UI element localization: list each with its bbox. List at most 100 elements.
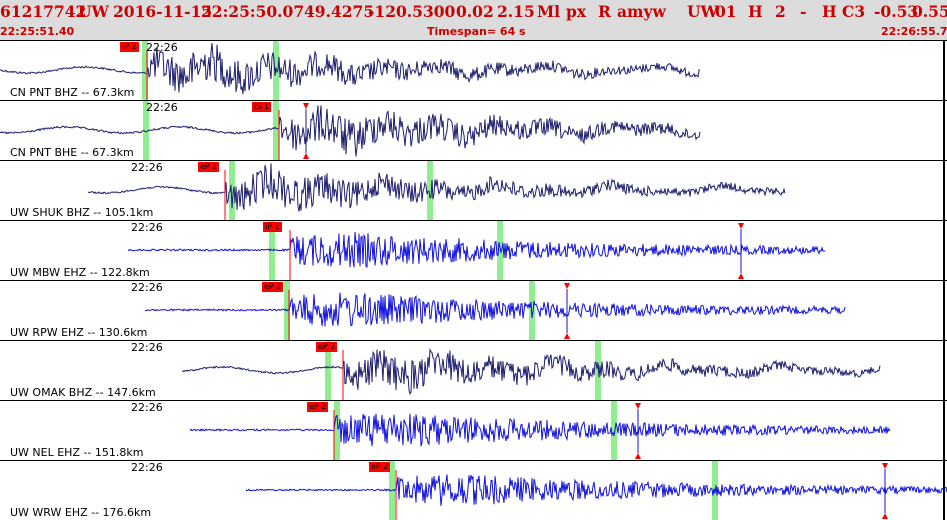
phase-pick-label[interactable]: eP 2	[316, 342, 338, 352]
amplitude-marker-bottom	[303, 153, 309, 159]
seismogram-panels: 22:26 iP 2 CN PNT BHZ -- 67.3km 22:26 iS 1 CN…	[0, 40, 947, 520]
trace-panel[interactable]: 22:26 eP 2 UW SHUK BHZ -- 105.1km	[0, 160, 947, 220]
amplitude-marker-bottom	[738, 273, 744, 279]
amplitude-marker-bottom	[635, 453, 641, 459]
trace-time-label: 22:26	[131, 341, 163, 354]
amplitude-marker-top	[882, 463, 888, 469]
trace-panel[interactable]: 22:26 iS 1 CN PNT BHE -- 67.3km	[0, 100, 947, 160]
timespan: Timespan= 64 s	[427, 25, 526, 38]
version-number: 01	[715, 2, 737, 21]
waveform-line	[0, 42, 701, 95]
panel-divider	[0, 280, 947, 281]
pick-window-marker	[273, 100, 279, 160]
station-channel-label: CN PNT BHZ -- 67.3km	[10, 86, 135, 99]
panel-right-border	[943, 40, 945, 520]
amplitude-marker-top	[635, 403, 641, 409]
panel-divider	[0, 400, 947, 401]
trace-panel[interactable]: 22:26 iP 1 UW MBW EHZ -- 122.8km	[0, 220, 947, 280]
pick-window-marker	[595, 340, 601, 400]
phase-pick-label[interactable]: iP 2	[120, 42, 139, 52]
trace-panel[interactable]: 22:26 eP 2 UW NEL EHZ -- 151.8km	[0, 400, 947, 460]
trace-panel[interactable]: 22:26 eP 2 UW RPW EHZ -- 130.6km	[0, 280, 947, 340]
station-channel-label: CN PNT BHE -- 67.3km	[10, 146, 134, 159]
time-range-line: 22:25:51.40 Timespan= 64 s 22:26:55.77	[0, 25, 947, 39]
trace-time-label: 22:26	[131, 281, 163, 294]
trace-time-label: 22:26	[131, 401, 163, 414]
event-val1: -0.53	[874, 2, 919, 21]
event-val2: 0.55	[912, 2, 947, 21]
event-id: 61217742	[0, 2, 87, 21]
trace-time-label: 22:26	[131, 161, 163, 174]
event-quality: H C3	[822, 2, 866, 21]
trace-canvas	[87, 160, 786, 220]
event-count: 2	[775, 2, 786, 21]
pick-window-marker	[427, 160, 433, 220]
trace-time-label: 22:26	[146, 101, 178, 114]
station-channel-label: UW RPW EHZ -- 130.6km	[10, 326, 148, 339]
event-lat: 49.4275	[304, 2, 375, 21]
event-magnitude: 2.15	[497, 2, 535, 21]
event-header: 61217742 UW 2016-11-15 22:25:50.07 49.42…	[0, 0, 947, 40]
station-channel-label: UW WRW EHZ -- 176.6km	[10, 506, 152, 519]
amplitude-marker-top	[738, 223, 744, 229]
phase-pick-label[interactable]: iP 1	[263, 222, 282, 232]
panel-divider	[0, 160, 947, 161]
pick-window-marker	[325, 340, 331, 400]
phase-pick-label[interactable]: iS 1	[252, 102, 271, 112]
pick-window-marker	[143, 100, 149, 160]
event-depth: 0.02	[456, 2, 494, 21]
waveform-line	[189, 413, 891, 447]
station-channel-label: UW NEL EHZ -- 151.8km	[10, 446, 144, 459]
amplitude-marker-bottom	[564, 333, 570, 339]
trace-panel[interactable]: 22:26 eP 2 UW WRW EHZ -- 176.6km	[0, 460, 947, 520]
waveform-line	[181, 347, 881, 395]
trace-canvas	[127, 220, 826, 280]
phase-pick-label[interactable]: eP 2	[198, 162, 220, 172]
panel-divider	[0, 100, 947, 101]
trace-panel[interactable]: 22:26 iP 2 CN PNT BHZ -- 67.3km	[0, 40, 947, 100]
panel-divider	[0, 40, 947, 41]
trace-canvas	[189, 400, 891, 460]
panel-divider	[0, 220, 947, 221]
amplitude-marker-top	[564, 283, 570, 289]
panel-divider	[0, 340, 947, 341]
event-dash: -	[800, 2, 807, 21]
flag-h: H	[748, 2, 763, 21]
phase-pick-label[interactable]: eP 2	[307, 402, 329, 412]
end-time: 22:26:55.77	[881, 25, 947, 38]
event-summary-line: 61217742 UW 2016-11-15 22:25:50.07 49.42…	[0, 2, 947, 24]
start-time: 22:25:51.40	[0, 25, 75, 38]
waveform-line	[144, 292, 846, 327]
trace-canvas	[0, 40, 701, 100]
event-lon: -120.5300	[368, 2, 456, 21]
event-author: amyw	[617, 2, 666, 21]
event-source: px	[566, 2, 587, 21]
amplitude-marker-bottom	[882, 513, 888, 519]
trace-panel[interactable]: 22:26 eP 2 UW OMAK BHZ -- 147.6km	[0, 340, 947, 400]
phase-pick-label[interactable]: eP 2	[262, 282, 284, 292]
event-mag-type: Ml	[537, 2, 561, 21]
event-date: 2016-11-15	[113, 2, 213, 21]
trace-canvas	[0, 100, 701, 160]
waveform-line	[0, 105, 701, 157]
station-channel-label: UW OMAK BHZ -- 147.6km	[10, 386, 156, 399]
phase-pick-label[interactable]: eP 2	[369, 462, 391, 472]
trace-canvas	[181, 340, 881, 400]
waveform-line	[245, 474, 947, 506]
trace-canvas	[144, 280, 846, 340]
pick-window-marker	[611, 400, 617, 460]
waveform-line	[127, 231, 826, 268]
trace-canvas	[245, 460, 947, 520]
pick-window-marker	[229, 160, 235, 220]
station-channel-label: UW SHUK BHZ -- 105.1km	[10, 206, 154, 219]
waveform-line	[87, 163, 786, 212]
pick-window-marker	[142, 40, 148, 100]
panel-divider	[0, 460, 947, 461]
version-net: UW	[687, 2, 718, 21]
event-time: 22:25:50.07	[201, 2, 305, 21]
amplitude-marker-top	[303, 103, 309, 109]
trace-time-label: 22:26	[146, 41, 178, 54]
event-network: UW	[78, 2, 109, 21]
pick-window-marker	[497, 220, 503, 280]
event-review: R	[598, 2, 611, 21]
